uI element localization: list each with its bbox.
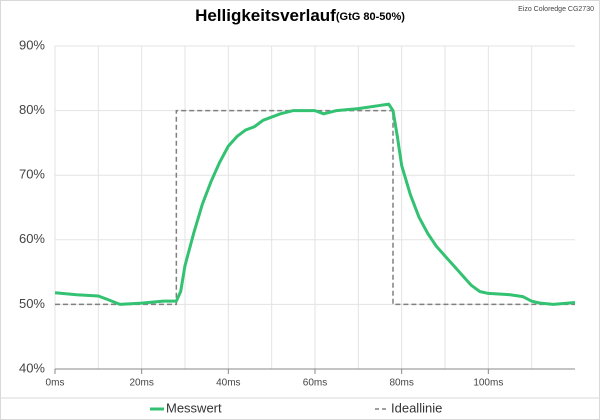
- series-line: [54, 102, 576, 306]
- legend-label: Messwert: [166, 400, 222, 415]
- device-note: Eizo Coloredge CG2730: [518, 6, 594, 13]
- chart-subtitle: (GtG 80-50%): [336, 11, 405, 23]
- y-tick-label: 50%: [19, 296, 45, 311]
- x-tick-label: 20ms: [129, 378, 153, 389]
- series-line: [55, 109, 575, 306]
- y-tick-label: 70%: [19, 167, 45, 182]
- x-tick-label: 80ms: [389, 378, 413, 389]
- y-tick-label: 90%: [19, 37, 45, 52]
- x-tick-label: 100ms: [473, 378, 503, 389]
- y-tick-label: 80%: [19, 102, 45, 117]
- y-tick-label: 60%: [19, 231, 45, 246]
- x-tick-label: 40ms: [216, 378, 240, 389]
- x-tick-label: 60ms: [303, 378, 327, 389]
- chart-title: Helligkeitsverlauf: [195, 6, 336, 25]
- x-tick-label: 0ms: [46, 378, 65, 389]
- legend-label: Ideallinie: [391, 400, 442, 415]
- y-tick-label: 40%: [19, 360, 45, 375]
- chart-heading: Helligkeitsverlauf(GtG 80-50%): [195, 6, 405, 25]
